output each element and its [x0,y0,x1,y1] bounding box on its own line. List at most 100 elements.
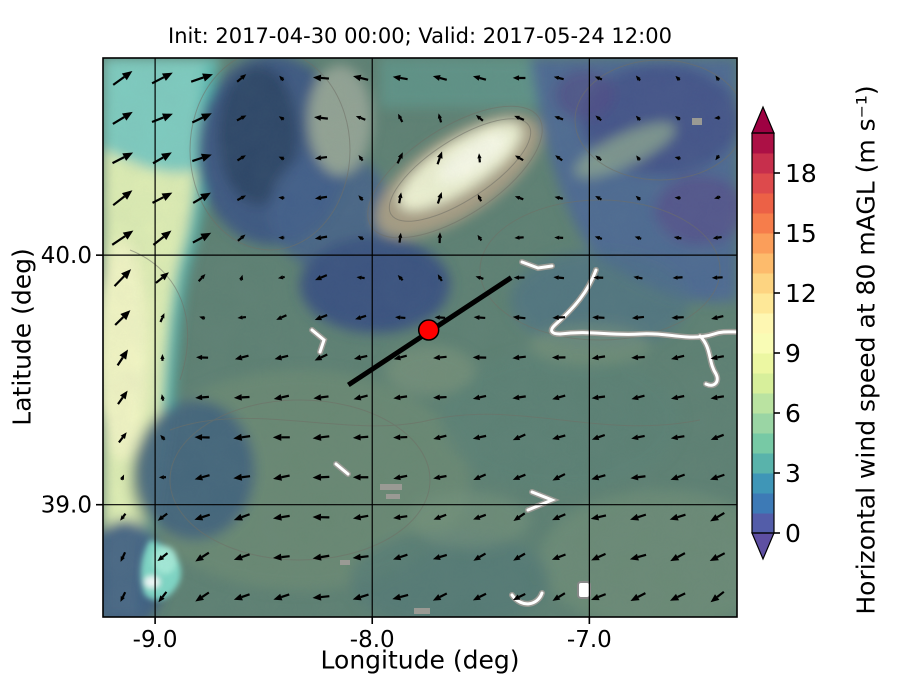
colorbar-segment [752,133,774,154]
wind-arrow-head [433,394,440,401]
wind-arrow-head [353,354,362,361]
wind-arrow-shaft [112,195,126,207]
wind-arrow-shaft [121,591,127,598]
wind-arrow-shaft [237,236,243,242]
wind-arrow-head [594,236,601,241]
wind-arrow-shaft [400,515,408,519]
wind-arrow-head [591,354,599,361]
wind-arrow-head [195,594,204,602]
wind-arrow-head [194,513,204,521]
wind-arrow-head [312,433,322,441]
wind-arrow-shaft [716,590,725,598]
wind-arrow-shaft [558,513,566,519]
wind-arrow-head [710,594,720,603]
wind-arrow-shaft [598,474,606,479]
wind-arrow-head [512,314,520,321]
wind-arrow-shaft [478,198,483,202]
wind-arrow-head [437,113,442,119]
wind-arrow-shaft [201,395,209,399]
wind-arrow-head [670,434,679,441]
wind-arrow-head [278,195,284,201]
wind-arrow-head [593,275,599,280]
wind-arrow-shaft [121,551,127,558]
wind-arrow-head [122,111,133,121]
wind-arrow-head [472,75,481,81]
wind-arrow-shaft [281,555,290,559]
wind-arrow-shaft [518,512,526,519]
wind-arrow-head [432,554,441,561]
wind-arrow-head [514,235,520,240]
wind-arrow-head [552,314,559,321]
wind-arrow-shaft [396,157,402,164]
wind-arrow-head [200,153,212,162]
wind-arrow-head [514,155,521,160]
wind-arrow-head [714,115,720,120]
wind-arrow-head [352,593,362,601]
wind-arrow-head [595,155,601,161]
wind-arrow-head [200,192,211,202]
wind-arrow-head [552,394,560,401]
wind-arrow-shaft [518,156,524,162]
wind-arrow-head [195,394,203,401]
wind-arrow-head [119,349,129,360]
wind-arrow-shaft [677,513,686,519]
wind-arrow-shaft [558,276,565,280]
wind-arrow-shaft [439,76,448,81]
wind-arrow-shaft [519,196,524,201]
wind-arrow-shaft [241,553,250,559]
wind-arrow-shaft [677,435,685,439]
wind-arrow-shaft [677,354,685,359]
wind-arrow-head [160,354,165,360]
wind-arrow-head [314,354,323,361]
wind-arrow-shaft [360,76,369,81]
wind-arrow-shaft [558,434,566,439]
wind-arrow-head [119,390,128,400]
wind-arrow-head [237,315,243,320]
wind-arrow-shaft [280,314,287,319]
wind-arrow-head [158,475,164,480]
wind-arrow-shaft [281,354,289,359]
colorbar-segment [752,413,774,434]
wind-arrow-head [709,553,719,562]
colorbar-segment [752,193,774,214]
wind-arrow-head [199,316,205,321]
wind-arrow-head [233,553,243,561]
wind-arrow-head [714,195,720,200]
wind-arrow-head [712,235,718,240]
wind-arrow-head [513,514,521,522]
wind-arrow-head [160,313,165,319]
colorbar-segment [752,373,774,394]
wind-arrow-shaft [162,437,166,441]
colorbar-segment [752,173,774,194]
wind-arrow-head [710,354,718,361]
wind-arrow-head [434,315,440,320]
wind-arrow-shaft [558,116,564,121]
wind-arrow-head [161,192,173,201]
wind-arrow-shaft [320,395,329,399]
wind-arrow-shaft [201,551,210,559]
wind-arrow-shaft [241,513,250,519]
colorbar-segment [752,273,774,294]
wind-arrow-head [710,394,718,401]
wind-arrow-shaft [236,196,243,202]
wind-arrow-head [398,113,403,120]
wind-arrow-shaft [518,473,526,479]
wind-arrow-head [591,474,600,481]
wind-arrow-head [592,314,599,321]
wind-arrow-head [473,514,481,520]
wind-arrow-head [314,195,322,201]
wind-arrow-head [672,275,678,280]
wind-arrow-shaft [598,157,602,162]
wind-arrow-shaft [192,196,203,204]
wind-arrow-head [551,354,559,361]
wind-arrow-shaft [638,198,641,201]
wind-arrow-shaft [599,197,603,201]
wind-arrow-head [512,594,521,601]
wind-arrow-shaft [197,276,203,282]
wind-arrow-shaft [360,593,369,599]
wind-arrow-shaft [716,314,724,319]
wind-arrow-shaft [281,514,290,519]
wind-arrow-head [635,115,641,121]
wind-arrow-head [240,155,246,160]
wind-arrow-head [314,155,322,161]
